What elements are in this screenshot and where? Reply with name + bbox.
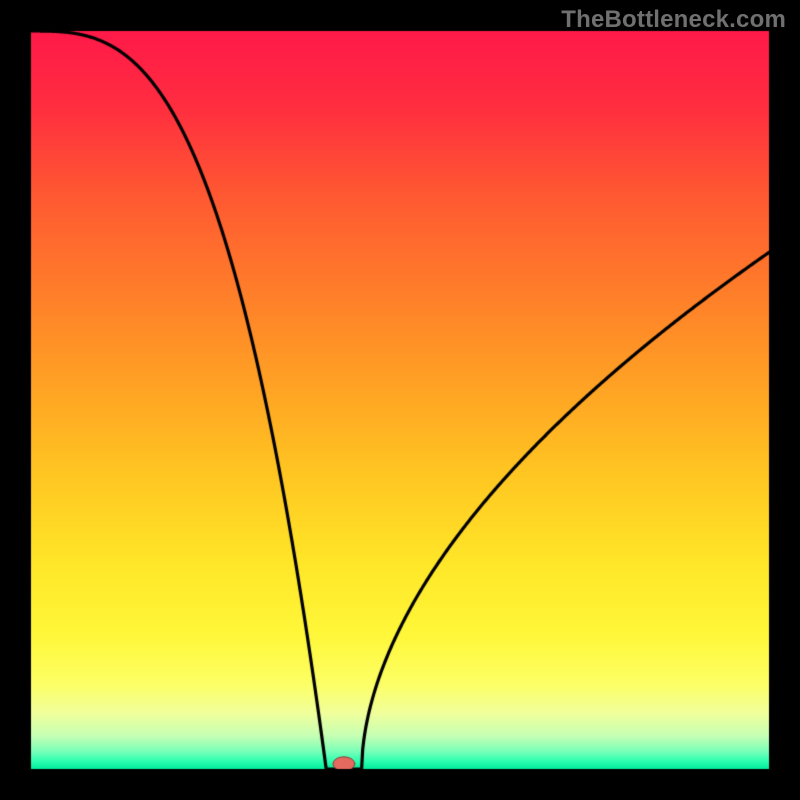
watermark-label: TheBottleneck.com <box>561 6 786 34</box>
bottleneck-chart-canvas <box>0 0 800 800</box>
figure-root: TheBottleneck.com <box>0 0 800 800</box>
